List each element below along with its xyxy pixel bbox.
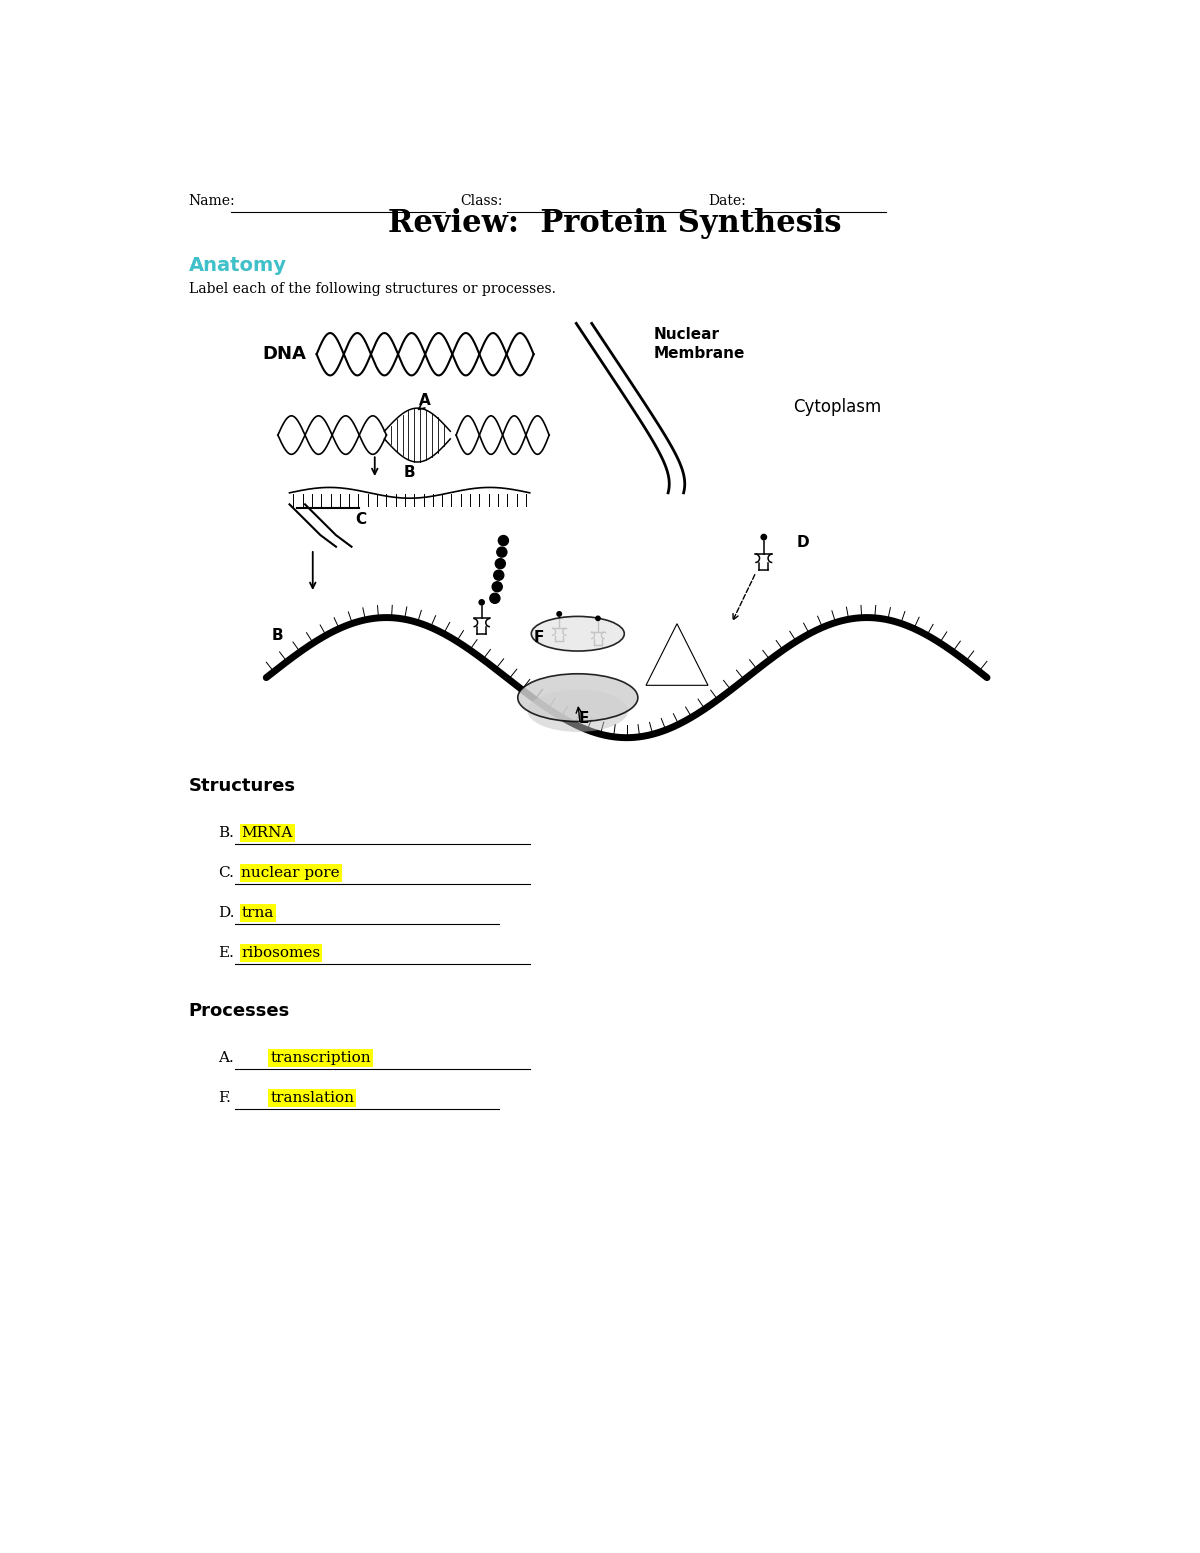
Text: Review:  Protein Synthesis: Review: Protein Synthesis — [389, 208, 841, 239]
Text: MRNA: MRNA — [241, 826, 293, 840]
Text: D.: D. — [218, 905, 235, 921]
Ellipse shape — [528, 690, 628, 731]
Circle shape — [595, 617, 600, 621]
Circle shape — [493, 570, 504, 581]
Text: DNA: DNA — [263, 345, 306, 363]
Text: C.: C. — [218, 867, 234, 881]
Text: Cytoplasm: Cytoplasm — [793, 398, 882, 416]
Text: C: C — [355, 512, 366, 528]
Text: translation: translation — [270, 1090, 354, 1106]
Text: Date:: Date: — [708, 194, 745, 208]
Text: transcription: transcription — [270, 1051, 371, 1065]
Circle shape — [557, 612, 562, 617]
Text: Anatomy: Anatomy — [188, 256, 287, 275]
Text: F: F — [534, 629, 545, 644]
Circle shape — [496, 559, 505, 568]
Circle shape — [490, 593, 500, 603]
Ellipse shape — [532, 617, 624, 651]
Text: F.: F. — [218, 1090, 232, 1106]
Text: E: E — [578, 711, 589, 727]
Text: ribosomes: ribosomes — [241, 946, 320, 960]
Text: nuclear pore: nuclear pore — [241, 867, 340, 881]
Ellipse shape — [517, 674, 638, 722]
Text: B: B — [272, 627, 283, 643]
Text: A.: A. — [218, 1051, 234, 1065]
Text: E.: E. — [218, 946, 234, 960]
Text: Nuclear
Membrane: Nuclear Membrane — [654, 328, 745, 360]
Text: Class:: Class: — [460, 194, 503, 208]
Text: B: B — [404, 464, 415, 480]
Circle shape — [498, 536, 509, 545]
Text: Structures: Structures — [188, 778, 295, 795]
Circle shape — [492, 582, 503, 592]
Circle shape — [497, 547, 506, 558]
Circle shape — [761, 534, 767, 540]
Text: Label each of the following structures or processes.: Label each of the following structures o… — [188, 283, 556, 297]
Text: A: A — [419, 393, 431, 408]
Polygon shape — [646, 624, 708, 685]
Text: trna: trna — [241, 905, 274, 921]
Text: Processes: Processes — [188, 1002, 290, 1020]
Text: Name:: Name: — [188, 194, 235, 208]
Circle shape — [479, 599, 485, 606]
Text: B.: B. — [218, 826, 234, 840]
Text: D: D — [797, 536, 810, 550]
